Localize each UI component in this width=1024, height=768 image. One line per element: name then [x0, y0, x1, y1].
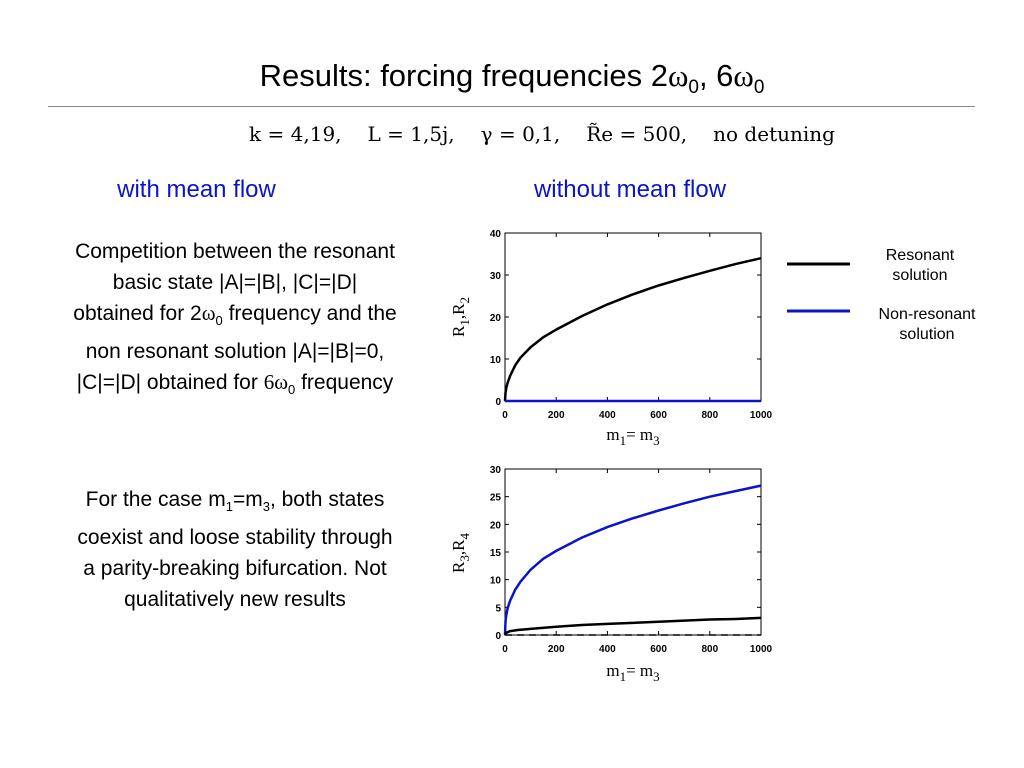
x-tick-label: 600 — [650, 410, 667, 421]
x-tick-label: 800 — [701, 410, 718, 421]
x-tick-label: 600 — [650, 644, 667, 655]
para1-sub-2: 0 — [288, 382, 296, 398]
x-tick-label: 400 — [599, 644, 616, 655]
left-heading: with mean flow — [117, 176, 276, 203]
y-tick-label: 40 — [490, 229, 502, 240]
para2-sub3: 3 — [262, 499, 270, 515]
x-tick-label: 1000 — [750, 410, 773, 421]
title-text: Results: forcing frequencies 2 — [259, 58, 668, 93]
param-detune: no detuning — [713, 122, 835, 146]
x-tick-label: 800 — [701, 644, 718, 655]
x-tick-label: 0 — [502, 644, 508, 655]
para1-part4: frequency — [295, 371, 394, 395]
x-axis-label: m1= m3 — [606, 425, 659, 448]
para1-six: 6 — [263, 370, 275, 395]
param-re: R̃e = 500, — [586, 122, 688, 146]
x-tick-label: 200 — [548, 644, 565, 655]
para1-part1: Competition between the resonant basic s… — [73, 240, 395, 325]
y-tick-label: 15 — [490, 548, 502, 559]
title-omega-2: ω — [733, 58, 754, 93]
title-sub-2: 0 — [753, 77, 765, 99]
chart-r1-r2: 0 200 400 600 800 1000 0 10 20 30 40 R1,R2 m1= m3 — [449, 229, 773, 448]
x-tick-label: 200 — [548, 410, 565, 421]
series-line-1 — [503, 616, 762, 636]
plot-frame — [504, 232, 762, 402]
legend-resonant-label: Resonant solution — [885, 247, 955, 284]
y-tick-label: 10 — [490, 355, 502, 366]
y-tick-label: 30 — [490, 271, 502, 282]
para2-part3: , both states coexist and loose stabilit… — [77, 488, 393, 612]
param-L: L = 1,5j, — [367, 122, 455, 146]
y-tick-label: 5 — [495, 603, 501, 614]
para1-part2: frequency and the non resonant solution … — [76, 302, 397, 395]
parameter-line: k = 4,19, L = 1,5j, γ = 0,1, R̃e = 500, no d… — [0, 122, 1024, 146]
slide-title: Results: forcing frequencies 2ω0, 6ω0 — [0, 58, 1024, 99]
paragraph-coexist: For the case m1=m3, both states coexist … — [70, 484, 400, 615]
title-rule — [48, 106, 975, 107]
x-axis-label: m1= m3 — [606, 661, 659, 684]
y-axis-label: R1,R2 — [449, 297, 472, 337]
y-tick-label: 0 — [495, 631, 501, 642]
para1-omega-1: ω — [201, 301, 216, 325]
title-sub-1: 0 — [688, 77, 699, 99]
y-tick-label: 10 — [490, 576, 502, 587]
y-tick-label: 0 — [495, 397, 501, 408]
y-tick-label: 20 — [490, 520, 502, 531]
y-tick-label: 30 — [490, 465, 502, 476]
param-gamma: γ = 0,1, — [480, 122, 561, 146]
title-omega-1: ω — [667, 58, 689, 93]
legend-nonresonant-label: Non-resonant solution — [878, 306, 976, 343]
x-tick-label: 400 — [599, 410, 616, 421]
chart-r3-r4: 0 200 400 600 800 1000 0 5 10 15 20 25 30 R3,R4 m1= m3 — [449, 465, 773, 684]
x-tick-label: 0 — [502, 410, 508, 421]
paragraph-competition: Competition between the resonant basic s… — [70, 236, 400, 405]
y-tick-label: 25 — [490, 493, 502, 504]
para2-part2: =m — [232, 488, 263, 511]
plot-frame — [504, 468, 762, 636]
para1-omega-2: ω — [274, 370, 289, 395]
param-k: k = 4,19, — [249, 122, 342, 146]
x-tick-label: 1000 — [750, 644, 773, 655]
y-tick-label: 20 — [490, 313, 502, 324]
right-heading: without mean flow — [533, 176, 727, 203]
para1-sub-1: 0 — [215, 313, 223, 329]
series-line-0 — [503, 256, 762, 402]
para2-sub1: 1 — [225, 499, 233, 515]
title-sep: , 6 — [698, 58, 734, 93]
y-axis-label: R3,R4 — [449, 533, 472, 573]
para2-part1: For the case m — [85, 488, 226, 511]
series-line-0 — [503, 484, 762, 636]
